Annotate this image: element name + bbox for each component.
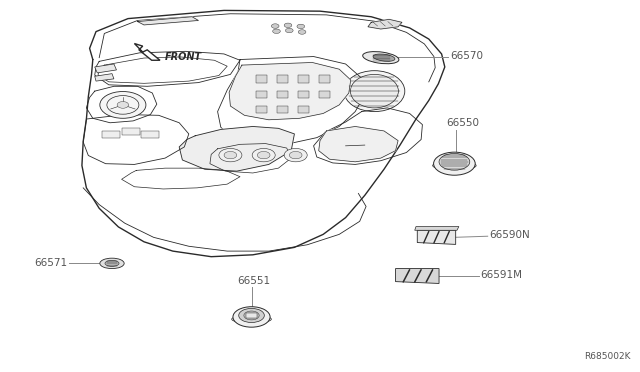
- Ellipse shape: [100, 92, 146, 118]
- Bar: [298, 106, 309, 113]
- Bar: [277, 75, 288, 83]
- Bar: [256, 106, 267, 113]
- Text: 66571: 66571: [34, 258, 67, 267]
- Bar: [256, 75, 267, 83]
- Ellipse shape: [105, 260, 119, 266]
- Text: 66570: 66570: [450, 51, 483, 61]
- Circle shape: [284, 23, 292, 28]
- Ellipse shape: [233, 307, 270, 327]
- Text: 66590N: 66590N: [490, 231, 531, 240]
- Bar: [122, 128, 140, 135]
- Ellipse shape: [351, 74, 399, 108]
- Ellipse shape: [239, 308, 264, 323]
- Bar: [246, 313, 257, 318]
- Ellipse shape: [100, 258, 124, 269]
- Ellipse shape: [117, 102, 129, 108]
- Circle shape: [284, 148, 307, 162]
- Polygon shape: [319, 126, 398, 162]
- Circle shape: [298, 30, 306, 34]
- Text: FRONT: FRONT: [164, 52, 202, 61]
- Bar: [277, 106, 288, 113]
- Polygon shape: [138, 17, 198, 25]
- Bar: [277, 91, 288, 98]
- Polygon shape: [417, 230, 456, 244]
- Circle shape: [289, 151, 302, 159]
- Text: 66550: 66550: [447, 118, 480, 128]
- Circle shape: [271, 24, 279, 28]
- Ellipse shape: [373, 54, 395, 61]
- Ellipse shape: [363, 52, 399, 64]
- Ellipse shape: [433, 161, 476, 170]
- Circle shape: [273, 29, 280, 33]
- Polygon shape: [179, 126, 294, 171]
- Bar: [298, 75, 309, 83]
- Circle shape: [219, 148, 242, 162]
- Polygon shape: [82, 10, 445, 257]
- Bar: [298, 91, 309, 98]
- Polygon shape: [396, 269, 439, 283]
- Circle shape: [224, 151, 237, 159]
- Bar: [256, 91, 267, 98]
- Ellipse shape: [439, 153, 470, 170]
- Polygon shape: [229, 62, 351, 120]
- Polygon shape: [95, 74, 114, 81]
- Bar: [102, 131, 120, 138]
- Text: 66551: 66551: [237, 276, 270, 286]
- Ellipse shape: [434, 152, 475, 175]
- Polygon shape: [95, 64, 116, 73]
- Circle shape: [285, 28, 293, 33]
- Circle shape: [297, 24, 305, 29]
- Text: 66591M: 66591M: [481, 270, 523, 280]
- Bar: [319, 75, 330, 83]
- Circle shape: [257, 151, 270, 159]
- Bar: [319, 91, 330, 98]
- Polygon shape: [368, 19, 402, 29]
- Ellipse shape: [344, 71, 404, 112]
- Polygon shape: [415, 227, 459, 230]
- Circle shape: [252, 148, 275, 162]
- Circle shape: [244, 311, 259, 320]
- Ellipse shape: [232, 315, 271, 323]
- Polygon shape: [134, 44, 160, 60]
- Text: R685002K: R685002K: [584, 352, 630, 361]
- Bar: [141, 131, 159, 138]
